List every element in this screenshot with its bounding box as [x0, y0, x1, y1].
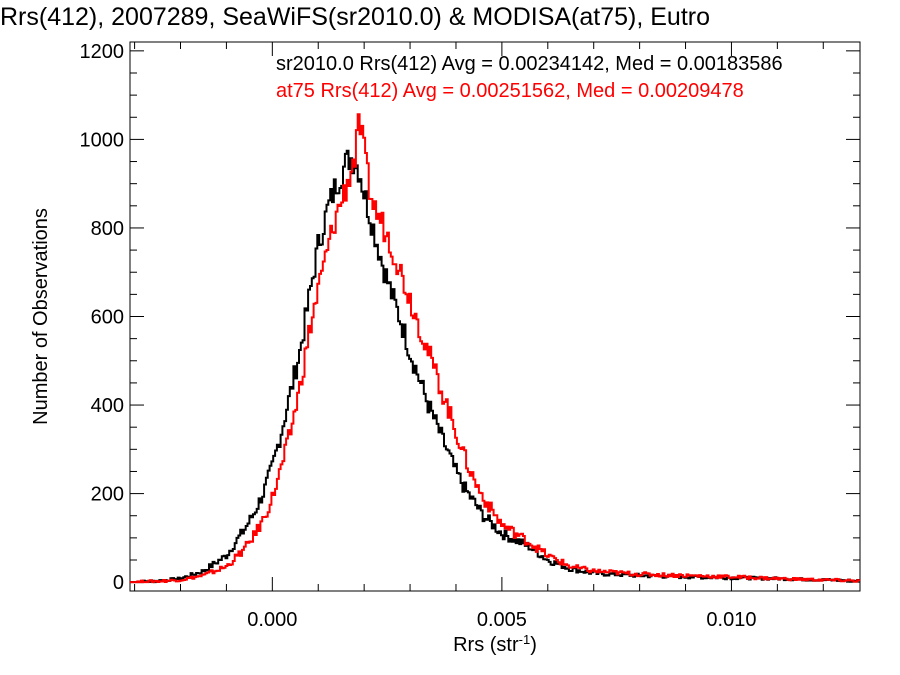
y-tick-label: 200 [91, 484, 124, 506]
x-axis-label-superscript: -1 [519, 632, 531, 647]
x-axis-label: Rrs (str-1) [453, 632, 537, 657]
plot-frame [129, 41, 861, 592]
tick-labels: 0.000 0.005 0.010 0 200 400 600 800 1000 1200 [80, 41, 757, 631]
x-tick-label: 0.005 [477, 609, 527, 631]
x-tick-label: 0.000 [247, 609, 297, 631]
y-tick-label: 0 [113, 572, 124, 594]
y-axis-label: Number of Observations [30, 208, 52, 425]
y-tick-label: 1000 [80, 129, 125, 151]
series-line-at75 [130, 113, 861, 584]
x-tick-label: 0.010 [706, 609, 756, 631]
y-tick-label: 600 [91, 307, 124, 329]
legend-entry-at75: at75 Rrs(412) Avg = 0.00251562, Med = 0.… [276, 80, 744, 102]
y-tick-label: 800 [91, 218, 124, 240]
x-axis-label-close: ) [530, 634, 537, 656]
y-tick-label: 1200 [80, 41, 125, 63]
y-tick-label: 400 [91, 395, 124, 417]
plot-area [129, 41, 861, 592]
series-layer [130, 113, 861, 584]
axis-ticks [130, 42, 860, 591]
x-axis-label-text: Rrs (str [453, 634, 519, 656]
chart-title: Rrs(412), 2007289, SeaWiFS(sr2010.0) & M… [0, 3, 710, 31]
series-line-sr2010.0 [130, 149, 861, 584]
legend-entry-sr2010: sr2010.0 Rrs(412) Avg = 0.00234142, Med … [276, 53, 783, 75]
